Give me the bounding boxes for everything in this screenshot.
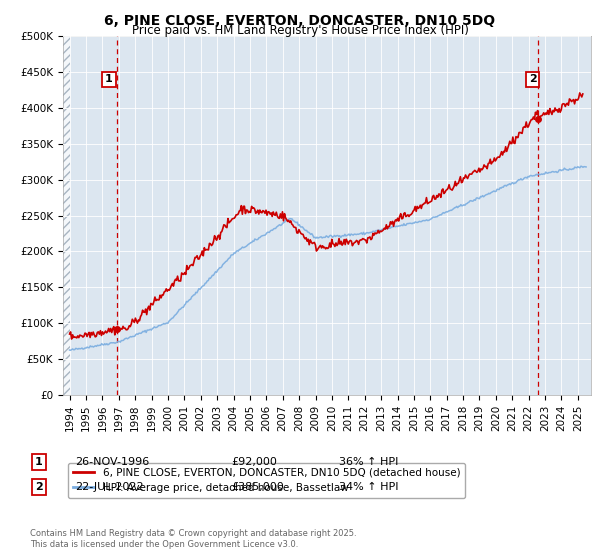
- Text: 1: 1: [105, 74, 113, 85]
- Text: 36% ↑ HPI: 36% ↑ HPI: [339, 457, 398, 467]
- Text: 1: 1: [35, 457, 43, 467]
- Text: 26-NOV-1996: 26-NOV-1996: [75, 457, 149, 467]
- Text: 2: 2: [529, 74, 536, 85]
- Text: £385,000: £385,000: [231, 482, 284, 492]
- Text: 2: 2: [35, 482, 43, 492]
- Text: 6, PINE CLOSE, EVERTON, DONCASTER, DN10 5DQ: 6, PINE CLOSE, EVERTON, DONCASTER, DN10 …: [104, 14, 496, 28]
- Text: Price paid vs. HM Land Registry's House Price Index (HPI): Price paid vs. HM Land Registry's House …: [131, 24, 469, 36]
- Text: 22-JUL-2022: 22-JUL-2022: [75, 482, 143, 492]
- Legend: 6, PINE CLOSE, EVERTON, DONCASTER, DN10 5DQ (detached house), HPI: Average price: 6, PINE CLOSE, EVERTON, DONCASTER, DN10 …: [68, 463, 466, 498]
- Text: Contains HM Land Registry data © Crown copyright and database right 2025.
This d: Contains HM Land Registry data © Crown c…: [30, 529, 356, 549]
- Bar: [63, 36, 70, 395]
- Text: £92,000: £92,000: [231, 457, 277, 467]
- Text: 34% ↑ HPI: 34% ↑ HPI: [339, 482, 398, 492]
